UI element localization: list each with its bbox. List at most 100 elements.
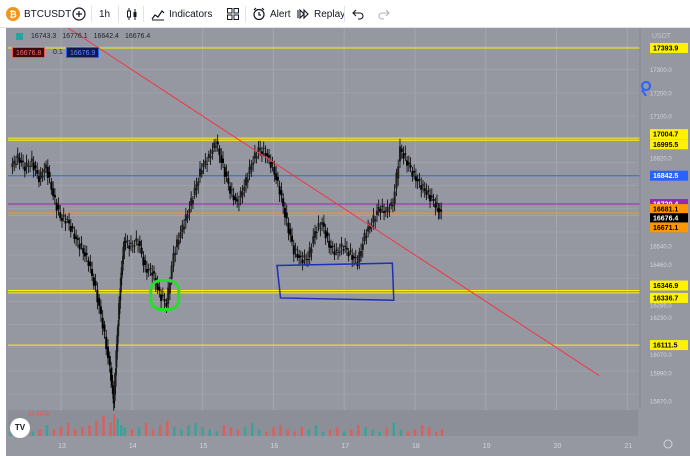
candle-body [266, 153, 269, 157]
candle-body [119, 277, 122, 293]
volume-bar [307, 429, 311, 436]
interval-button[interactable]: 1h [99, 5, 110, 23]
chart-pane[interactable]: USDT 17300.0 17200.0 17100.0 16920.0 16540.0 1… [6, 28, 690, 456]
redo-button[interactable] [378, 5, 390, 23]
candle-body [193, 188, 196, 195]
templates-button[interactable] [226, 5, 240, 23]
time-tick-label: 19 [483, 443, 491, 450]
candle-body [23, 166, 26, 172]
volume-value: 23.487K [28, 412, 51, 418]
price-chart[interactable]: USDT 17300.0 17200.0 17100.0 16920.0 16540.0 1… [6, 28, 690, 456]
chart-type-button[interactable] [125, 5, 139, 23]
volume-bar [81, 427, 84, 436]
candle-body [204, 160, 207, 164]
price-tick-label: 15870.0 [650, 400, 672, 406]
candle-body [124, 241, 127, 243]
time-tick-label: 13 [58, 443, 66, 450]
candle-body [437, 208, 440, 213]
candle-body [168, 283, 171, 294]
candle-body [377, 206, 380, 212]
indicators-button[interactable]: Indicators [151, 5, 212, 23]
candle-body [120, 267, 123, 279]
candle-body [331, 245, 334, 247]
undo-button[interactable] [352, 5, 364, 23]
volume-bar [343, 431, 346, 436]
candle-body [174, 252, 177, 256]
interval-label: 1h [99, 8, 111, 20]
volume-bar [321, 431, 325, 436]
candle-body [315, 231, 318, 233]
candle-body [85, 253, 88, 255]
candle-body [223, 167, 226, 177]
candle-body [138, 241, 141, 246]
candle-body [329, 245, 332, 249]
volume-bar [371, 429, 374, 436]
symbol-search[interactable]: ₿ BTCUSDT [6, 5, 71, 23]
candle-body [319, 228, 322, 230]
candle-body [71, 226, 74, 229]
volume-bar [45, 425, 49, 436]
undo-icon [352, 8, 364, 20]
candle-body [434, 203, 437, 208]
spread-value: 0.1 [53, 49, 63, 56]
volume-bar [59, 427, 63, 436]
indicators-icon [151, 7, 165, 21]
price-tick-label: 16230.0 [650, 316, 672, 322]
legend-high: 16776.1 [62, 33, 88, 40]
candle-body [218, 148, 221, 156]
candle-body [135, 238, 138, 242]
candle-body [101, 317, 104, 329]
price-level-label-text: 17004.7 [653, 132, 678, 139]
candle-body [149, 268, 152, 270]
volume-bar [399, 429, 403, 436]
candle-body [312, 236, 315, 244]
sell-price-box[interactable]: 16676.8 [12, 47, 46, 58]
candle-body [106, 346, 109, 359]
svg-text:₿: ₿ [9, 10, 16, 20]
candle-body [246, 179, 249, 183]
candle-body [345, 247, 348, 250]
candle-body [75, 236, 78, 239]
candle-body [66, 218, 69, 220]
candle-body [322, 222, 325, 227]
candle-body [291, 235, 294, 242]
candle-body [397, 166, 400, 179]
volume-bar [420, 425, 424, 436]
candle-body [386, 206, 389, 212]
replay-icon [296, 7, 310, 21]
ohlc-legend: 16743.3 16776.1 16642.4 16676.4 [16, 33, 150, 42]
add-symbol-button[interactable] [72, 5, 86, 23]
candle-body [308, 247, 311, 258]
candle-body [131, 245, 134, 247]
candle-body [245, 177, 248, 186]
candle-body [326, 232, 329, 237]
candle-body [207, 153, 210, 159]
replay-button[interactable]: Replay [296, 5, 345, 23]
legend-close: 16676.4 [124, 33, 151, 40]
volume-bar [112, 414, 116, 436]
candle-body [110, 368, 113, 381]
candle-body [239, 190, 242, 198]
candle-body [68, 220, 71, 224]
candle-body [335, 249, 338, 251]
volume-bar [102, 416, 105, 436]
candle-body [121, 263, 124, 271]
candle-body [114, 372, 117, 387]
candle-body [211, 150, 214, 154]
candle-body [14, 163, 17, 165]
alert-button[interactable]: Alert [252, 5, 291, 23]
legend-icon [16, 33, 25, 42]
price-level-label-text: 16995.5 [653, 142, 678, 149]
candle-body [80, 243, 83, 245]
candle-body [91, 268, 94, 276]
price-level-label [650, 340, 688, 351]
candle-body [39, 171, 42, 179]
volume-bar [378, 431, 381, 436]
volume-bar [66, 422, 70, 436]
volume-bar [52, 429, 56, 436]
price-tick-label: 16070.0 [650, 353, 672, 359]
candle-body [289, 228, 292, 236]
buy-price-box[interactable]: 16676.9 [66, 47, 100, 58]
candle-body [147, 269, 150, 271]
time-tick-label: 16 [270, 443, 278, 450]
